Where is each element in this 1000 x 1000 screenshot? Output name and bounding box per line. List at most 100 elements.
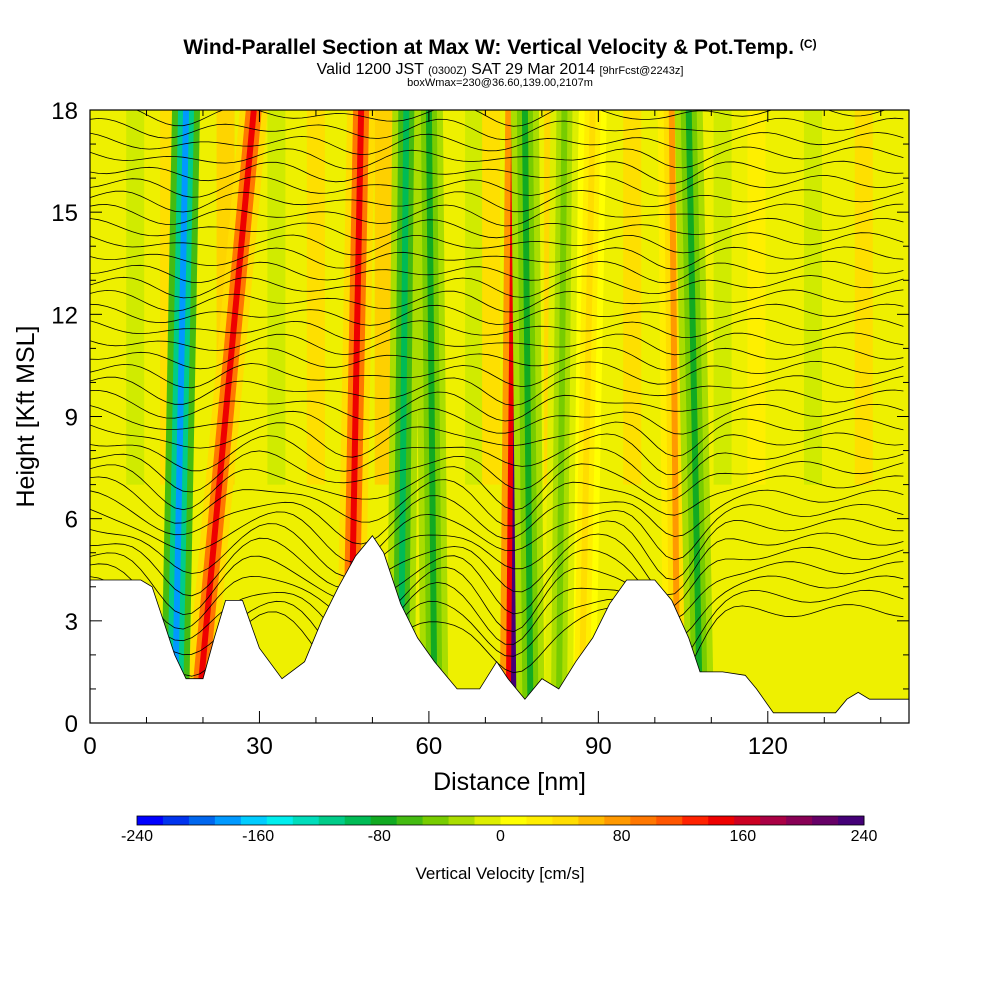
colorbar-swatch xyxy=(292,816,320,825)
x-tick-label: 60 xyxy=(416,733,443,760)
theta-isoline xyxy=(90,203,904,227)
plot-area xyxy=(90,110,909,723)
x-tick-label: 90 xyxy=(585,733,612,760)
theta-isoline xyxy=(90,146,904,170)
colorbar-swatch xyxy=(604,816,631,825)
theta-isoline xyxy=(90,246,904,270)
terrain xyxy=(90,535,909,723)
wave-band xyxy=(267,110,286,485)
colorbar-swatch xyxy=(370,816,398,825)
chart-title: Wind-Parallel Section at Max W: Vertical… xyxy=(0,36,1000,60)
wave-band xyxy=(747,110,766,485)
colorbar-swatch xyxy=(344,816,372,825)
y-tick-label: 3 xyxy=(65,609,78,636)
copyright-tag: (C) xyxy=(799,37,817,51)
x-axis-label: Distance [nm] xyxy=(433,768,586,796)
valid-date: SAT 29 Mar 2014 xyxy=(471,61,595,78)
colorbar-swatch xyxy=(552,816,579,825)
colorbar-tick-label: 80 xyxy=(612,828,631,845)
colorbar-swatch xyxy=(214,816,242,825)
theta-isoline xyxy=(90,275,904,299)
colorbar-swatch xyxy=(526,816,553,825)
colorbar-swatch xyxy=(266,816,294,825)
theta-isoline xyxy=(90,217,904,241)
colorbar-tick-label: -240 xyxy=(120,828,154,845)
colorbar-tick-label: -80 xyxy=(367,828,391,845)
theta-isoline xyxy=(90,189,904,213)
theta-isoline xyxy=(90,303,904,326)
colorbar-swatch xyxy=(786,816,813,825)
theta-isoline xyxy=(90,317,904,342)
colorbar-tick-label: 160 xyxy=(729,828,757,845)
theta-isoline xyxy=(90,418,904,458)
theta-isoline xyxy=(90,546,904,616)
downdraft-band-core xyxy=(171,110,190,723)
y-tick-label: 6 xyxy=(65,507,78,534)
theta-isoline xyxy=(90,260,904,284)
theta-isoline xyxy=(90,489,904,545)
y-tick-label: 15 xyxy=(51,200,78,227)
wave-band xyxy=(374,110,393,485)
theta-isoline xyxy=(90,132,904,156)
colorbar-swatch xyxy=(760,816,787,825)
updraft-band-core xyxy=(578,110,596,723)
forecast-info: [9hrFcst@2243z] xyxy=(599,65,684,77)
wave-band xyxy=(713,110,732,485)
colorbar xyxy=(136,815,865,826)
x-tick-label: 0 xyxy=(83,733,96,760)
wave-band xyxy=(854,110,873,485)
y-tick-label: 18 xyxy=(51,98,78,125)
colorbar-swatch xyxy=(318,816,346,825)
theta-isoline xyxy=(90,475,904,527)
colorbar-swatch xyxy=(838,816,865,825)
title-text: Wind-Parallel Section at Max W: Vertical… xyxy=(183,36,794,59)
downdraft-band-core xyxy=(521,110,534,723)
colorbar-title: Vertical Velocity [cm/s] xyxy=(415,864,585,883)
colorbar-swatch xyxy=(240,816,268,825)
theta-isoline xyxy=(90,332,904,356)
colorbar-swatch xyxy=(162,816,190,825)
valid-utc: (0300Z) xyxy=(428,65,467,77)
colorbar-swatch xyxy=(578,816,605,825)
downdraft-band-core xyxy=(685,110,704,723)
theta-isoline xyxy=(90,375,904,406)
colorbar-swatch xyxy=(656,816,683,825)
theta-isoline xyxy=(90,175,904,198)
chart-subtitle-2: boxWmax=230@36.60,139.00,2107m xyxy=(407,77,593,89)
colorbar-swatch xyxy=(630,816,657,825)
valid-time: Valid 1200 JST xyxy=(316,61,424,78)
wave-band xyxy=(482,110,501,485)
theta-isoline xyxy=(90,403,904,441)
theta-isoline xyxy=(90,160,904,184)
colorbar-swatch xyxy=(474,816,501,825)
theta-isoline xyxy=(90,532,904,597)
theta-isoline xyxy=(90,346,904,371)
wave-band xyxy=(465,110,484,485)
theta-isoline xyxy=(90,518,904,581)
theta-isoline xyxy=(90,461,904,511)
x-tick-label: 120 xyxy=(748,733,788,760)
theta-isoline xyxy=(90,561,904,633)
theta-isoline xyxy=(90,289,904,313)
colorbar-swatch xyxy=(396,816,424,825)
downdraft-band-core xyxy=(555,110,568,723)
y-tick-label: 9 xyxy=(65,405,78,432)
chart-subtitle: Valid 1200 JST (0300Z) SAT 29 Mar 2014 [… xyxy=(0,61,1000,79)
colorbar-tick-label: -160 xyxy=(242,828,275,845)
colorbar-swatch xyxy=(422,816,450,825)
colorbar-swatch xyxy=(188,816,216,825)
updraft-band-core xyxy=(194,110,257,723)
x-tick-label: 30 xyxy=(246,733,273,760)
updraft-band-core xyxy=(668,110,681,723)
theta-isoline xyxy=(90,446,904,493)
colorbar-swatch xyxy=(708,816,735,825)
colorbar-swatch xyxy=(500,816,527,825)
tick-marks xyxy=(89,109,909,724)
theta-isoline xyxy=(90,360,904,389)
colorbar-swatch xyxy=(448,816,476,825)
colorbar-swatch xyxy=(682,816,709,825)
wave-band xyxy=(803,110,822,485)
theta-isoline xyxy=(90,232,904,256)
theta-isoline xyxy=(90,432,904,476)
